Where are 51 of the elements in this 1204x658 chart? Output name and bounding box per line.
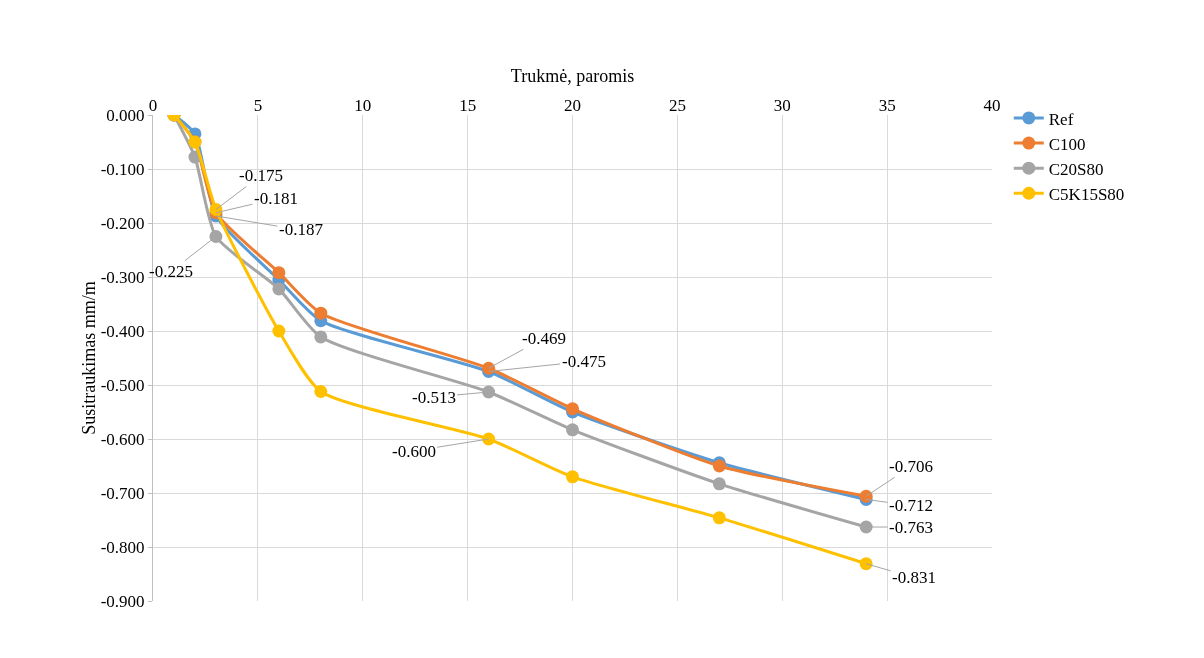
data-label: -0.831 [892, 568, 936, 587]
x-tick-label: 10 [354, 95, 372, 115]
point [482, 432, 496, 446]
legend-label: C20S80 [1048, 159, 1104, 179]
x-tick-label: 25 [668, 95, 686, 115]
data-label: -0.187 [279, 220, 324, 239]
point [272, 282, 286, 296]
data-label: -0.181 [254, 189, 298, 208]
y-tick-label: 0.000 [106, 105, 145, 125]
point [209, 230, 223, 243]
data-label: -0.706 [889, 457, 933, 476]
data-label: -0.763 [889, 518, 933, 537]
y-tick-label: -0.500 [100, 375, 145, 395]
x-tick-label: 15 [459, 95, 477, 115]
x-tick-label: 35 [878, 95, 896, 115]
y-tick-label: -0.700 [100, 483, 145, 503]
x-axis-title: Trukmė, paromis [510, 65, 635, 86]
data-label: -0.513 [412, 388, 456, 407]
y-tick-label: -0.200 [100, 213, 145, 233]
y-axis-title: Susitraukimas mm/m [78, 281, 99, 435]
point [272, 266, 286, 280]
data-label: -0.469 [522, 329, 566, 348]
point [859, 557, 873, 571]
y-tick-label: -0.100 [100, 159, 145, 179]
y-tick-label: -0.300 [100, 267, 145, 287]
y-tick-label: -0.800 [100, 537, 145, 557]
legend-label: C100 [1048, 134, 1086, 154]
point [566, 423, 579, 437]
x-tick-label: 20 [564, 95, 581, 115]
point [712, 511, 726, 525]
data-label: -0.475 [562, 352, 606, 371]
x-tick-label: 5 [253, 95, 263, 115]
data-label: -0.600 [392, 442, 436, 461]
point [712, 477, 726, 491]
point [314, 306, 328, 320]
legend-label: Ref [1048, 109, 1074, 129]
y-tick-label: -0.900 [100, 591, 145, 611]
point [482, 385, 496, 399]
data-label: -0.712 [889, 496, 933, 515]
x-tick-label: 30 [773, 95, 791, 115]
point [272, 324, 286, 338]
data-label: -0.225 [149, 262, 193, 281]
data-label: -0.175 [239, 166, 283, 185]
legend-label: C5K15S80 [1048, 184, 1125, 204]
y-tick-label: -0.600 [100, 429, 145, 449]
y-tick-label: -0.400 [100, 321, 145, 341]
x-tick-label: 0 [148, 95, 158, 115]
point [566, 470, 579, 484]
x-tick-label: 40 [983, 95, 1001, 115]
point [314, 384, 328, 398]
point [314, 330, 328, 344]
